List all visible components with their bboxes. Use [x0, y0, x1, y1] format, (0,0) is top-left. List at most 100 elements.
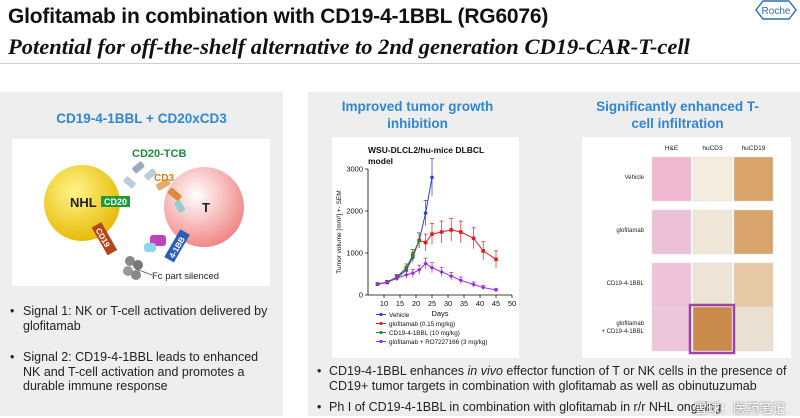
histology-panel: H&E huCD3 huCD19 Vehicle glofitamab CD19-4-1B…	[582, 137, 791, 358]
title-divider	[0, 63, 800, 64]
t-cell-infiltration-heading: Significantly enhanced T-cell infiltrati…	[596, 99, 759, 131]
histology-row-label: + CD19-4-1BBL	[601, 329, 644, 335]
tumor-growth-chart: WSU-DLCL2/hu-mice DLBCL model 10 15 20 25 30…	[332, 137, 519, 358]
data-point	[449, 228, 453, 232]
x-tick-label: 20	[412, 299, 420, 308]
legend-marker	[379, 339, 383, 344]
tumor-inhibition-heading: Improved tumor growth inhibition	[341, 99, 494, 131]
series-3	[375, 257, 499, 293]
data-point	[410, 252, 415, 257]
cd3-label: CD3	[154, 173, 174, 184]
legend-marker	[379, 321, 383, 326]
histology-column-header: huCD3	[702, 145, 723, 152]
x-axis-label: Days	[431, 309, 448, 318]
legend-label: glofitamab (0.15 mg/kg)	[389, 321, 455, 328]
nhl-label: NHL	[70, 195, 97, 210]
roche-logo-text: Roche	[762, 6, 791, 17]
data-point	[404, 272, 409, 278]
data-point	[430, 175, 434, 180]
data-point	[417, 238, 422, 242]
cd20-tcb-label: CD20-TCB	[132, 148, 186, 160]
histology-tile	[651, 209, 692, 255]
histology-tile	[692, 306, 733, 352]
chart-title-line-1: WSU-DLCL2/hu-mice DLBCL	[368, 145, 484, 155]
data-point	[375, 281, 380, 287]
data-point	[394, 276, 399, 281]
y-tick-label: 1000	[346, 249, 363, 258]
histology-column-header: H&E	[665, 145, 679, 152]
x-tick-label: 25	[428, 299, 436, 308]
data-point	[449, 273, 454, 279]
watermark: 雪球：医药笔记	[694, 401, 786, 416]
legend-marker	[379, 330, 383, 335]
right-bullet-1: CD19-4-1BBL enhances in vivo effector fu…	[317, 364, 789, 393]
data-point	[439, 269, 444, 275]
data-point	[430, 232, 434, 236]
nhl-cell	[44, 165, 120, 241]
histology-row-label: CD19-4-1BBL	[607, 281, 645, 287]
y-tick-label: 0	[359, 291, 363, 300]
right-bullet-2: Ph I of CD19-4-1BBL in combination with …	[317, 400, 789, 415]
histology-tile	[733, 262, 774, 308]
data-point	[410, 270, 415, 276]
data-point	[423, 240, 428, 245]
x-tick-label: 30	[444, 299, 452, 308]
data-point	[423, 211, 428, 215]
data-point	[459, 230, 463, 234]
legend-label: CD19-4-1BBL (10 mg/kg)	[389, 330, 460, 337]
cd20-tcb-antibody	[123, 161, 185, 213]
histology-tile	[733, 306, 774, 352]
histology-row-label: glofitamab	[616, 228, 644, 234]
legend-label: Vehicle	[389, 312, 410, 319]
histology-column-header: huCD19	[742, 145, 766, 152]
bbl-receptor	[164, 229, 190, 263]
y-tick-label: 2000	[346, 207, 363, 216]
data-point	[458, 278, 463, 283]
fc-part-label: Fc part silenced	[152, 271, 219, 282]
x-tick-label: 10	[380, 299, 388, 308]
data-point	[471, 236, 476, 241]
slide-title: Glofitamab in combination with CD19-4-1B…	[8, 5, 549, 28]
histology-tile	[692, 209, 733, 255]
fc-part	[123, 256, 143, 280]
legend-marker	[379, 312, 383, 317]
x-tick-label: 40	[476, 299, 484, 308]
histology-tile	[651, 262, 692, 308]
t-cell-label: T	[202, 200, 210, 215]
histology-row-label: glofitamab	[616, 321, 644, 327]
left-bullet-1: Signal 1: NK or T-cell activation delive…	[10, 304, 268, 333]
data-point	[471, 282, 476, 287]
data-point	[494, 257, 498, 262]
slide-subtitle: Potential for off-the-shelf alternative …	[8, 34, 690, 59]
data-point	[385, 280, 390, 285]
t-cell	[164, 167, 244, 247]
data-point	[417, 267, 422, 272]
x-tick-label: 35	[460, 299, 468, 308]
legend-label: glofitamab + RO7227166 (3 mg/kg)	[389, 339, 488, 346]
histology-row-label: Vehicle	[625, 175, 645, 181]
y-tick-label: 3000	[346, 165, 363, 174]
x-tick-label: 45	[492, 299, 500, 308]
x-tick-label: 15	[396, 299, 404, 308]
cd19-receptor	[91, 222, 118, 256]
y-axis-label: Tumor volume [mm³] +- SEM	[336, 190, 343, 273]
histology-tile	[692, 156, 733, 202]
left-panel-heading: CD19-4-1BBL + CD20xCD3	[56, 111, 227, 126]
data-point	[404, 265, 409, 270]
cd20-receptor	[101, 196, 130, 207]
roche-logo: Roche	[755, 0, 797, 20]
chart-title-line-2: model	[368, 156, 393, 166]
histology-tile	[733, 156, 774, 202]
mechanism-diagram: NHL T CD20-TCB CD3 CD20 CD19 4-1BB Fc pa	[12, 139, 270, 286]
data-point	[481, 249, 485, 253]
x-tick-label: 50	[508, 299, 516, 308]
histology-tile	[692, 262, 733, 308]
cd20-label: CD20	[104, 197, 127, 207]
histology-tile	[651, 156, 692, 202]
histology-tile	[651, 306, 692, 352]
data-point	[423, 261, 428, 266]
data-point	[481, 285, 486, 290]
highlight-box	[688, 303, 736, 355]
data-point	[429, 265, 435, 270]
series-1	[375, 218, 498, 286]
